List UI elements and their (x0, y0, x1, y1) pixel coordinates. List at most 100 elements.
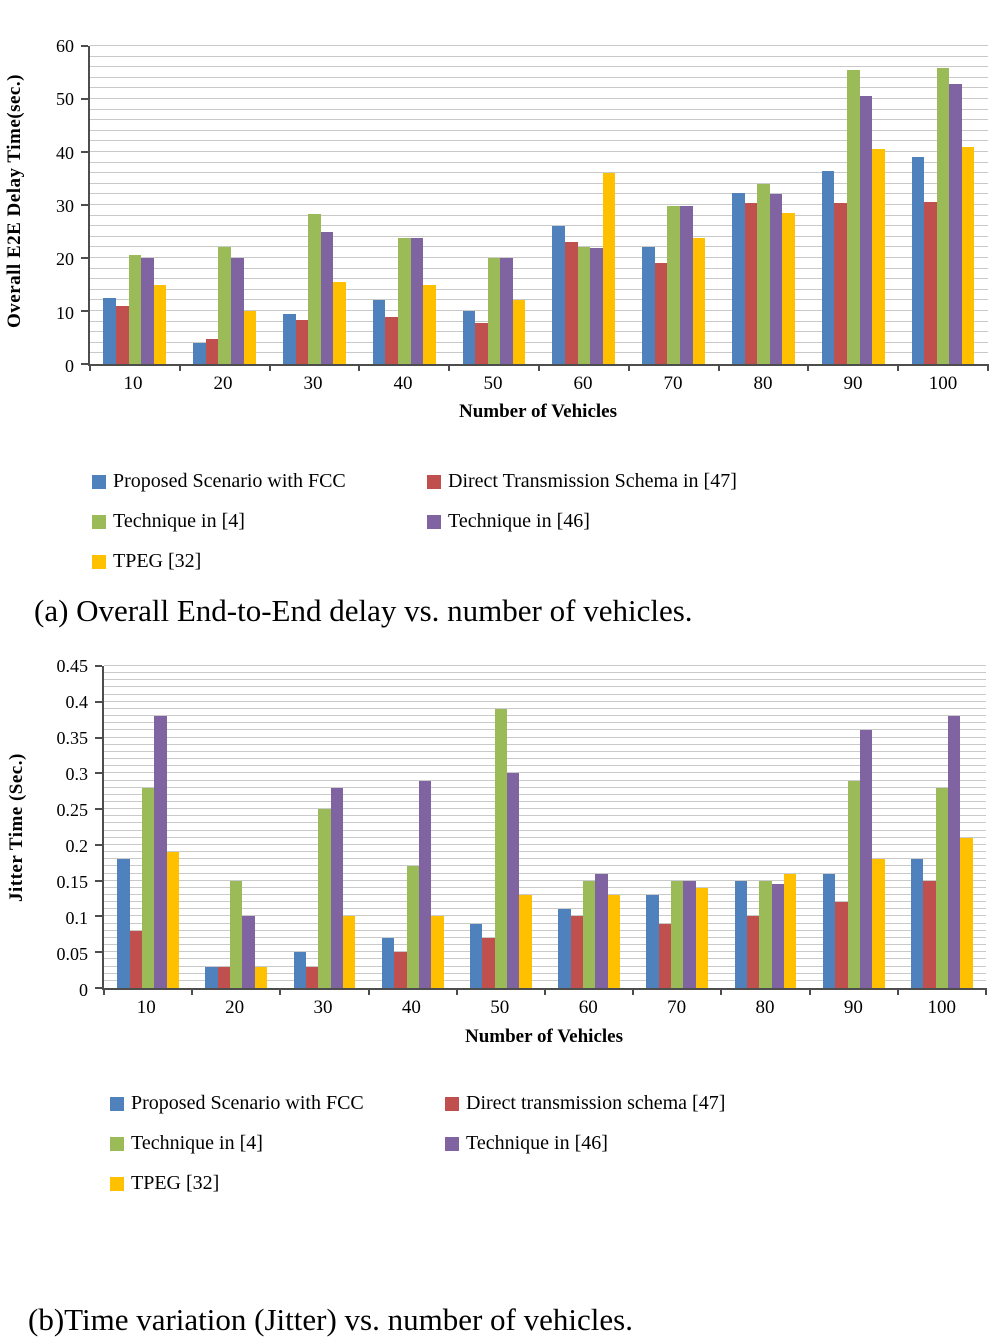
xtick-label: 60 (573, 373, 593, 394)
bar (960, 837, 973, 988)
bar (859, 96, 873, 364)
gridline (90, 341, 988, 343)
bar (683, 880, 696, 988)
xtick-label: 50 (483, 373, 503, 394)
ytick-label: 0.25 (56, 800, 89, 820)
xtick-label: 90 (843, 997, 863, 1018)
bar (936, 68, 950, 364)
ytick-mark (81, 257, 88, 259)
bar (217, 966, 231, 988)
bar (418, 780, 432, 988)
ytick-label: 0.2 (65, 836, 89, 857)
y-axis: 0 10 20 30 40 50 60 (40, 37, 80, 375)
gridline (104, 700, 986, 702)
gridline (90, 331, 988, 333)
bar (590, 248, 603, 364)
bar (658, 923, 672, 988)
gridline (90, 172, 988, 174)
bar (154, 716, 167, 988)
gridline (104, 944, 986, 946)
bar (835, 902, 848, 988)
gridline (104, 958, 986, 960)
bar-group (270, 46, 360, 364)
bar (859, 730, 873, 988)
gridline (90, 278, 988, 280)
bar-group (280, 666, 368, 988)
bar (494, 708, 508, 988)
bar (283, 313, 296, 364)
bar (671, 880, 684, 988)
xtick-label: 60 (578, 997, 598, 1018)
bar (141, 787, 155, 988)
ytick-mark (81, 98, 88, 100)
bar (577, 247, 591, 364)
ytick-label: 20 (56, 249, 74, 270)
legend-item: Direct Transmission Schema in [47] (427, 470, 737, 493)
bar (193, 342, 206, 364)
bar (654, 263, 668, 364)
gridline (104, 829, 986, 831)
ytick-mark (95, 772, 102, 775)
gridline (90, 161, 988, 163)
bar (607, 894, 620, 988)
bar (732, 192, 745, 364)
legend-item: Technique in [46] (445, 1132, 725, 1155)
ytick-label: 40 (56, 142, 74, 163)
gridline (90, 76, 988, 78)
legend-item: Technique in [4] (110, 1132, 445, 1155)
ytick-label: 0.3 (65, 764, 89, 784)
legend-swatch-icon (92, 554, 106, 569)
ytick-mark (95, 915, 102, 918)
legend-label: Technique in [4] (113, 510, 245, 532)
x-axis-title: Number of Vehicles (465, 1026, 623, 1047)
xtick-mark (987, 364, 989, 371)
gridline (104, 765, 986, 767)
bar (116, 305, 129, 364)
bar (757, 183, 770, 364)
bar-group (359, 46, 449, 364)
bar-group (449, 46, 539, 364)
xtick-mark (544, 988, 546, 995)
bar (205, 966, 218, 988)
bar (923, 880, 936, 988)
ytick-label: 0.4 (65, 692, 89, 713)
gridline (90, 66, 988, 68)
gridline (90, 310, 988, 311)
gridline (104, 772, 986, 774)
gridline (90, 98, 988, 99)
plot-area (95, 665, 987, 995)
xtick-mark (538, 364, 540, 371)
bar (141, 258, 154, 364)
figure-a: Overall E2E Delay Time(sec.) 0 10 20 30 40 50… (0, 8, 1006, 650)
gridline (90, 129, 988, 131)
y-axis: 0 0.05 0.1 0.15 0.2 0.25 0.3 0.35 0.4 0.45 (40, 657, 94, 999)
legend-label: Technique in [46] (448, 510, 590, 532)
legend-swatch-icon (445, 1096, 459, 1111)
gridline (104, 693, 986, 695)
figure-caption: (b)Time variation (Jitter) vs. number of… (28, 1302, 633, 1337)
ytick-mark (95, 808, 102, 811)
gridline (90, 320, 988, 322)
legend-swatch-icon (110, 1136, 124, 1151)
legend-swatch-icon (92, 514, 106, 529)
gridline (104, 922, 986, 924)
gridline (90, 267, 988, 269)
bar (398, 237, 411, 364)
ytick-mark (95, 665, 102, 667)
gridline (90, 204, 988, 205)
xtick-mark (191, 988, 194, 995)
legend-swatch-icon (427, 474, 441, 489)
xtick-mark (455, 988, 458, 995)
bar (166, 852, 179, 988)
bar-group (808, 46, 898, 364)
xtick-label: 80 (755, 997, 775, 1018)
ytick-label: 0.05 (56, 944, 89, 965)
bar (500, 258, 513, 364)
gridline (104, 715, 986, 717)
xtick-label: 100 (928, 373, 958, 394)
xtick-label: 10 (136, 997, 156, 1018)
xtick-mark (720, 988, 723, 995)
ytick-label: 0.15 (56, 872, 89, 892)
bar (565, 242, 578, 364)
bar-group (369, 666, 457, 988)
